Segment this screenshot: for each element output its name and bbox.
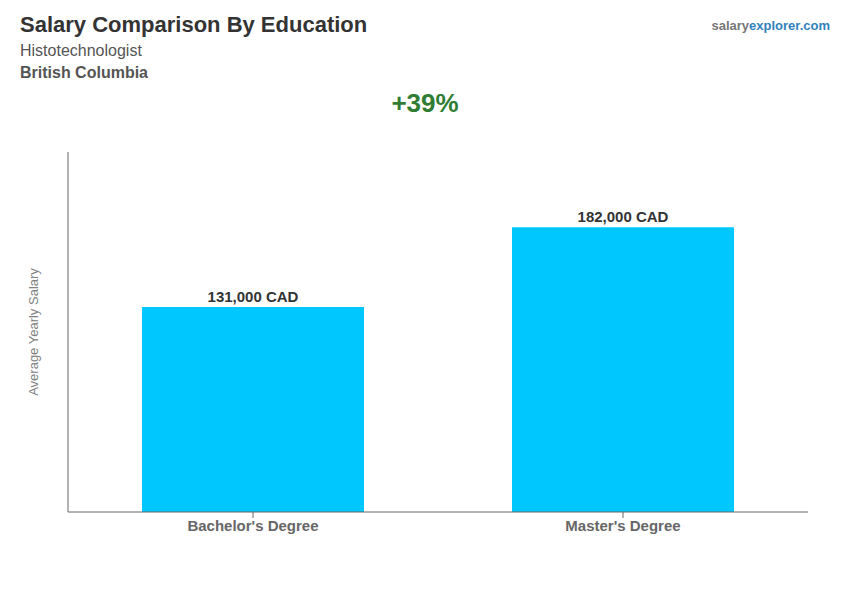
svg-text:182,000 CAD: 182,000 CAD <box>578 208 669 225</box>
svg-text:Master's Degree: Master's Degree <box>565 517 680 534</box>
svg-text:Average Yearly Salary: Average Yearly Salary <box>26 268 41 396</box>
html-text:Salary Comparison By Education: Salary Comparison By Education <box>20 12 368 37</box>
html-text:salary explorer.com: salary explorer.com <box>711 18 830 33</box>
svg-text:Bachelor's Degree: Bachelor's Degree <box>187 517 318 534</box>
html-text:Histotechnologist: Histotechnologist <box>20 42 142 59</box>
html-text:+39%: +39% <box>391 88 459 118</box>
svg-text:131,000 CAD: 131,000 CAD <box>208 288 299 305</box>
html-text:British Columbia: British Columbia <box>20 64 148 81</box>
